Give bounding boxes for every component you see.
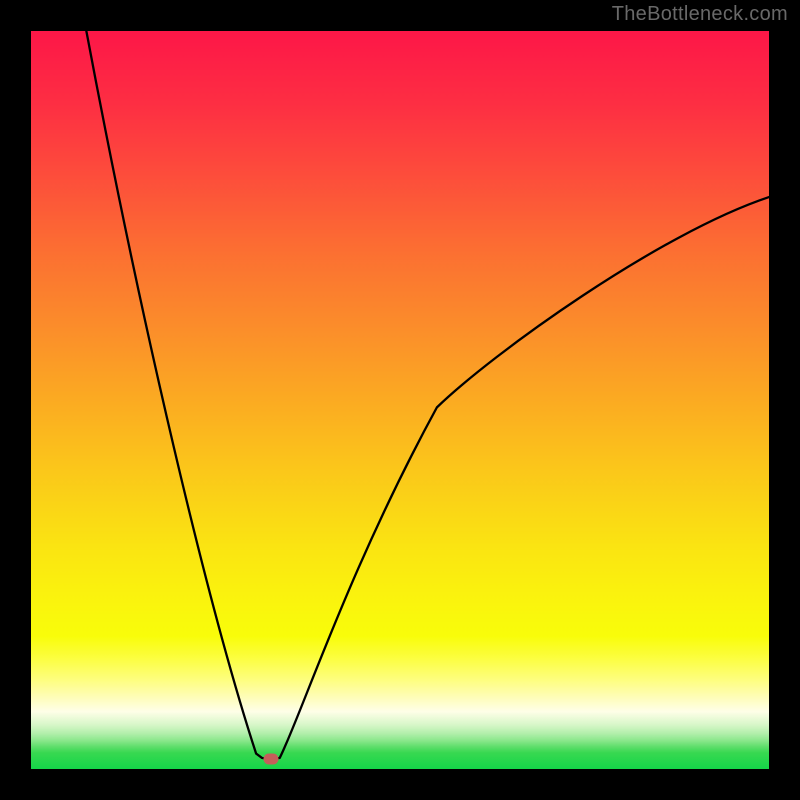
bottleneck-curve bbox=[31, 31, 769, 769]
minimum-marker bbox=[263, 754, 278, 765]
plot-area bbox=[31, 31, 769, 769]
watermark-text: TheBottleneck.com bbox=[612, 3, 788, 26]
